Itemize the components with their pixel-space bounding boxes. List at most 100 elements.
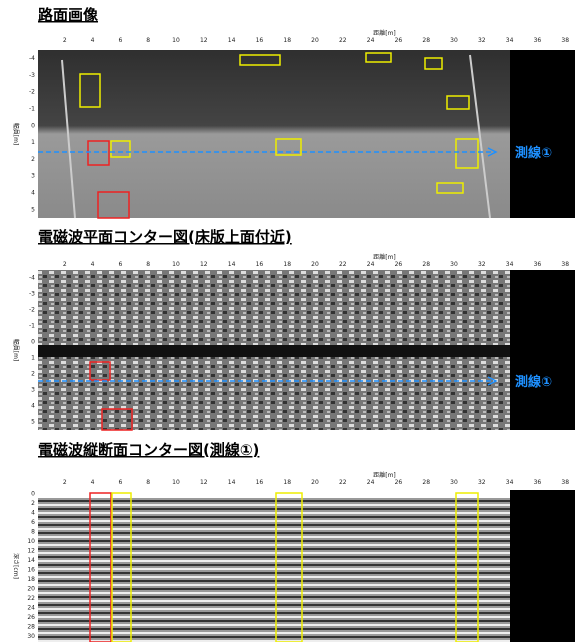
x-tick-label: 32 — [478, 479, 486, 486]
y-tick-label: 3 — [31, 387, 35, 394]
figure: 路面画像2468101214161820222426283032343638距離… — [0, 0, 575, 642]
x-tick-label: 16 — [256, 479, 264, 486]
survey-line-label: 測線① — [515, 374, 552, 390]
x-tick-label: 28 — [422, 261, 430, 268]
x-tick-label: 36 — [534, 261, 542, 268]
x-tick-label: 38 — [561, 261, 569, 268]
x-tick-label: 30 — [450, 261, 458, 268]
x-tick-label: 18 — [283, 479, 291, 486]
y-tick-label: 3 — [31, 173, 35, 180]
y-tick-label: 6 — [31, 519, 35, 526]
panel-title: 電磁波縦断面コンター図(測線①) — [38, 441, 259, 459]
y-axis-label: 幅員[m] — [12, 123, 20, 146]
x-tick-label: 30 — [450, 37, 458, 44]
panel-title: 電磁波平面コンター図(床版上面付近) — [38, 228, 292, 246]
x-tick-label: 32 — [478, 37, 486, 44]
x-tick-label: 12 — [200, 37, 208, 44]
x-tick-label: 22 — [339, 479, 347, 486]
x-tick-label: 16 — [256, 261, 264, 268]
x-tick-label: 8 — [146, 37, 150, 44]
y-tick-label: 16 — [27, 567, 35, 574]
x-tick-label: 26 — [395, 37, 403, 44]
y-tick-label: 5 — [31, 206, 35, 213]
y-tick-label: -3 — [29, 72, 35, 79]
y-tick-label: 4 — [31, 403, 35, 410]
y-tick-label: 2 — [31, 156, 35, 163]
x-tick-label: 16 — [256, 37, 264, 44]
x-tick-label: 22 — [339, 37, 347, 44]
y-axis-label: 幅員[m] — [12, 339, 20, 362]
x-tick-label: 36 — [534, 37, 542, 44]
y-tick-label: 28 — [27, 624, 35, 631]
x-axis-label: 距離[m] — [373, 471, 396, 479]
x-tick-label: 34 — [506, 261, 514, 268]
y-tick-label: 1 — [31, 139, 35, 146]
x-tick-label: 2 — [63, 479, 67, 486]
y-tick-label: 5 — [31, 419, 35, 426]
x-tick-label: 24 — [367, 261, 375, 268]
x-tick-label: 18 — [283, 37, 291, 44]
surface — [38, 490, 510, 498]
x-tick-label: 32 — [478, 261, 486, 268]
y-tick-label: 2 — [31, 371, 35, 378]
y-tick-label: 24 — [27, 605, 35, 612]
x-tick-label: 38 — [561, 37, 569, 44]
y-tick-label: -1 — [29, 105, 35, 112]
black-area — [510, 270, 575, 430]
y-tick-label: 0 — [31, 339, 35, 346]
y-tick-label: 0 — [31, 491, 35, 498]
y-tick-label: -4 — [29, 55, 35, 62]
x-tick-label: 20 — [311, 261, 319, 268]
x-tick-label: 14 — [228, 479, 236, 486]
black-area — [510, 50, 575, 218]
panel-image — [38, 490, 510, 642]
y-tick-label: 20 — [27, 586, 35, 593]
x-tick-label: 26 — [395, 261, 403, 268]
x-tick-label: 12 — [200, 261, 208, 268]
x-tick-label: 20 — [311, 479, 319, 486]
x-tick-label: 4 — [91, 37, 95, 44]
x-tick-label: 14 — [228, 37, 236, 44]
x-tick-label: 10 — [172, 37, 180, 44]
x-tick-label: 2 — [63, 261, 67, 268]
y-tick-label: -4 — [29, 275, 35, 282]
x-tick-label: 20 — [311, 37, 319, 44]
y-tick-label: 4 — [31, 189, 35, 196]
y-tick-label: 12 — [27, 548, 35, 555]
x-tick-label: 26 — [395, 479, 403, 486]
x-tick-label: 38 — [561, 479, 569, 486]
x-tick-label: 28 — [422, 479, 430, 486]
y-tick-label: -3 — [29, 291, 35, 298]
x-tick-label: 22 — [339, 261, 347, 268]
x-tick-label: 14 — [228, 261, 236, 268]
y-tick-label: -2 — [29, 89, 35, 96]
x-tick-label: 6 — [118, 37, 122, 44]
x-tick-label: 6 — [118, 479, 122, 486]
y-tick-label: 10 — [27, 538, 35, 545]
x-tick-label: 34 — [506, 37, 514, 44]
x-tick-label: 36 — [534, 479, 542, 486]
y-tick-label: 18 — [27, 576, 35, 583]
x-axis-label: 距離[m] — [373, 29, 396, 37]
x-axis-label: 距離[m] — [373, 253, 396, 261]
x-tick-label: 12 — [200, 479, 208, 486]
x-tick-label: 24 — [367, 37, 375, 44]
y-tick-label: 1 — [31, 355, 35, 362]
x-tick-label: 18 — [283, 261, 291, 268]
y-tick-label: 26 — [27, 614, 35, 621]
y-tick-label: 8 — [31, 529, 35, 536]
x-tick-label: 10 — [172, 479, 180, 486]
x-tick-label: 4 — [91, 479, 95, 486]
x-tick-label: 24 — [367, 479, 375, 486]
y-tick-label: 22 — [27, 595, 35, 602]
y-tick-label: 0 — [31, 122, 35, 129]
y-axis-label: 深さ[cm] — [12, 553, 20, 579]
x-tick-label: 6 — [118, 261, 122, 268]
y-tick-label: 4 — [31, 510, 35, 517]
dark-band — [38, 345, 510, 357]
x-tick-label: 2 — [63, 37, 67, 44]
x-tick-label: 4 — [91, 261, 95, 268]
panel-title: 路面画像 — [38, 6, 99, 24]
x-tick-label: 8 — [146, 261, 150, 268]
x-tick-label: 10 — [172, 261, 180, 268]
